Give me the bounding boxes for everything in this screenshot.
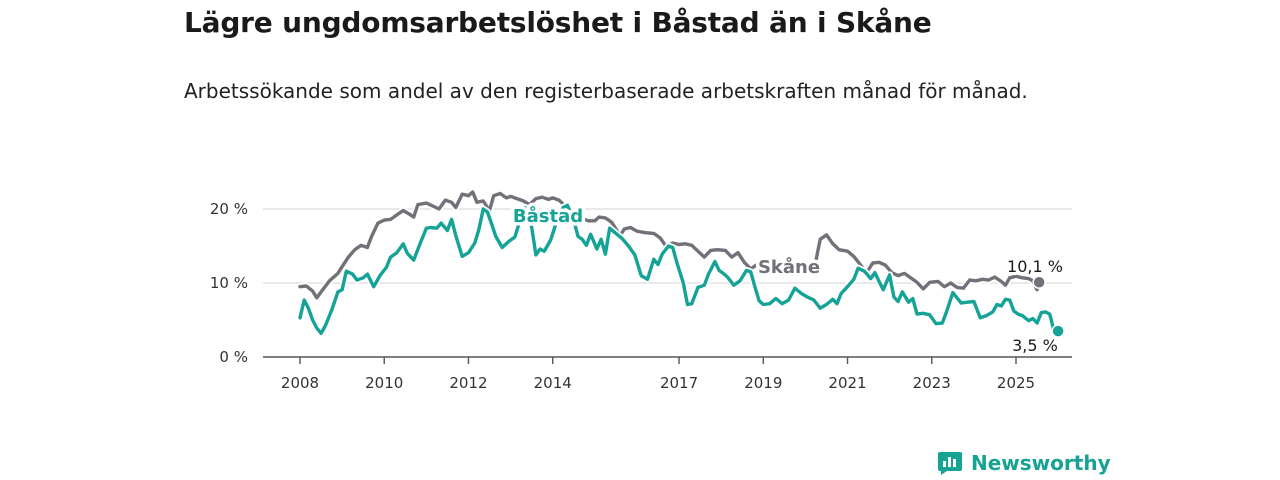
chart-title: Lägre ungdomsarbetslöshet i Båstad än i … xyxy=(184,6,932,39)
x-tick-label: 2012 xyxy=(449,374,487,392)
axes: 0 % 10 % 20 % 2008 2010 2012 2014 2017 2019 2021 2… xyxy=(210,200,1072,392)
newsworthy-logo: Newsworthy xyxy=(937,448,1111,478)
end-label-halo: 3,5 % xyxy=(1012,336,1058,355)
end-label-skane: 10,1 %10,1 % xyxy=(1004,254,1066,279)
y-tick-label: 10 % xyxy=(210,274,248,292)
series-label-halo: Skåne xyxy=(758,256,820,278)
end-label-text: 3,5 % xyxy=(1012,336,1058,355)
x-tick-label: 2010 xyxy=(365,374,403,392)
end-label-halo: 10,1 % xyxy=(1007,257,1063,276)
end-label-bastad: 3,5 %3,5 % xyxy=(1009,333,1061,358)
end-point-bastad xyxy=(1051,324,1065,338)
series-lines xyxy=(296,188,1065,338)
brand-name: Newsworthy xyxy=(971,451,1111,475)
chart-subtitle: Arbetssökande som andel av den registerb… xyxy=(184,79,1028,103)
x-tick-label: 2008 xyxy=(281,374,319,392)
x-tick-label: 2019 xyxy=(744,374,782,392)
x-tick-label: 2023 xyxy=(913,374,951,392)
x-tick-label: 2025 xyxy=(997,374,1035,392)
x-tick-label: 2017 xyxy=(660,374,698,392)
end-point-skane xyxy=(1032,275,1046,290)
series-label-text: Skåne xyxy=(758,256,820,278)
series-label-halo: Båstad xyxy=(513,205,583,227)
end-label-text: 10,1 % xyxy=(1007,257,1063,276)
line-chart: 0 % 10 % 20 % 2008 2010 2012 2014 2017 2019 2021 2… xyxy=(210,188,1072,392)
x-tick-label: 2014 xyxy=(534,374,572,392)
bar-chart-bubble-icon xyxy=(938,452,962,475)
y-tick-label: 20 % xyxy=(210,200,248,218)
y-tick-label: 0 % xyxy=(219,348,248,366)
series-line-bastad xyxy=(298,203,1060,335)
series-label-text: Båstad xyxy=(513,205,583,227)
x-tick-label: 2021 xyxy=(828,374,866,392)
